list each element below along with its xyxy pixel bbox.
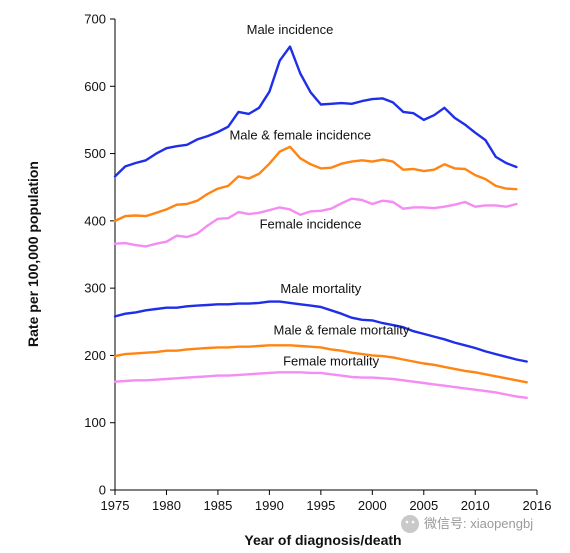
series-label: Male & female incidence [229, 127, 371, 142]
x-tick-label: 2000 [358, 498, 387, 513]
annotations: Male incidence Male & female incidence Fem… [229, 22, 409, 369]
x-tick-label: 1990 [255, 498, 284, 513]
x-tick-label: 1980 [152, 498, 181, 513]
x-tick-label: 2010 [461, 498, 490, 513]
series-label: Male incidence [247, 22, 334, 37]
series-line-female-mortality [113, 371, 528, 399]
x-tick-label: 2016 [523, 498, 552, 513]
series-line-male-incidence [113, 45, 518, 178]
y-tick-label: 200 [84, 348, 106, 363]
watermark-text: 微信号: xiaopengbj [424, 516, 533, 531]
series-line-male-and-female-incidence [113, 145, 518, 223]
series-line-female-incidence [113, 197, 518, 248]
x-tick-label: 1985 [203, 498, 232, 513]
x-tick-label: 1995 [306, 498, 335, 513]
y-axis-title: Rate per 100,000 population [25, 161, 41, 347]
y-tick-label: 500 [84, 146, 106, 161]
watermark: 微信号: xiaopengbj [401, 515, 533, 533]
series-label: Female incidence [260, 216, 362, 231]
x-tick-label: 2005 [409, 498, 438, 513]
series-group [113, 45, 528, 399]
wechat-logo-icon [401, 515, 419, 533]
y-tick-label: 0 [99, 483, 106, 498]
y-tick-label: 100 [84, 415, 106, 430]
y-tick-label: 700 [84, 12, 106, 27]
series-line-male-and-female-mortality [113, 344, 528, 384]
y-tick-label: 600 [84, 79, 106, 94]
series-label: Male mortality [280, 281, 361, 296]
series-line-male-mortality [113, 300, 528, 363]
x-axis-title: Year of diagnosis/death [244, 532, 401, 548]
series-label: Female mortality [283, 354, 380, 369]
y-tick-label: 400 [84, 213, 106, 228]
x-tick-label: 1975 [101, 498, 130, 513]
axes: 0 100 200 300 400 500 600 700 1975 1980 1985 1990 19… [84, 12, 551, 514]
y-tick-label: 300 [84, 281, 106, 296]
series-label: Male & female mortality [274, 323, 410, 338]
